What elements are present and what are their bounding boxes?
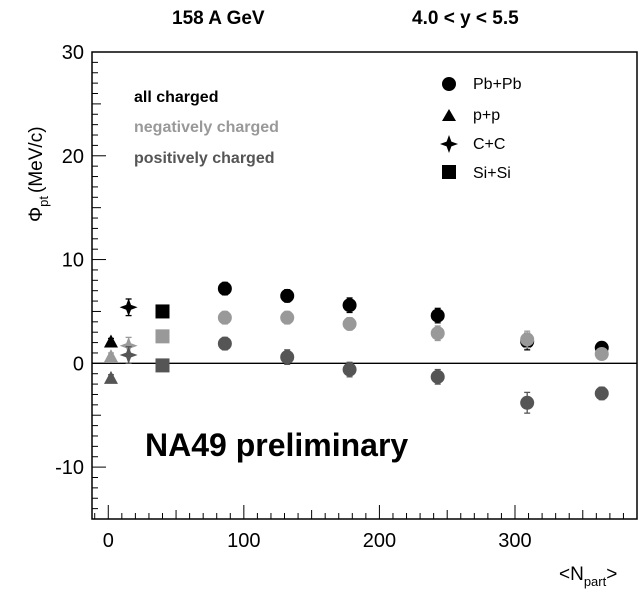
y-tick-label: 0 (73, 353, 84, 375)
point-pbpb-positive (280, 350, 295, 365)
x-axis-sub: part (584, 574, 607, 589)
legend-label-cc: C+C (473, 136, 505, 153)
point-pbpb-all (430, 308, 445, 323)
y-tick-label: 10 (62, 250, 84, 272)
y-axis-sub: pt (36, 196, 51, 207)
x-axis-title: <Npart> (559, 564, 617, 589)
legend-triangle-icon (442, 109, 456, 121)
point-sisi-all (155, 304, 170, 319)
point-pp-all (103, 334, 118, 348)
energy-label: 158 A GeV (172, 8, 265, 29)
note-all-charged: all charged (134, 89, 218, 106)
point-pp-negative (103, 349, 118, 363)
point-pbpb-negative (280, 310, 295, 325)
y-tick-label: 30 (62, 42, 84, 64)
y-axis-unit: (MeV/c) (26, 126, 47, 193)
preliminary-label: NA49 preliminary (145, 427, 408, 463)
legend-star-icon (440, 135, 458, 153)
y-tick-label: 20 (62, 146, 84, 168)
point-pbpb-negative (520, 332, 535, 347)
point-pbpb-all (280, 288, 295, 303)
point-cc-positive (119, 346, 138, 364)
legend-label-pbpb: Pb+Pb (473, 76, 522, 93)
y-tick-label: -10 (55, 457, 84, 479)
point-pbpb-negative (430, 326, 445, 341)
x-axis-label: <N (559, 564, 584, 585)
point-pbpb-positive (217, 336, 232, 351)
point-pbpb-positive (520, 395, 535, 410)
y-axis-symbol: Φ (26, 207, 47, 222)
rapidity-label: 4.0 < y < 5.5 (412, 8, 519, 29)
x-tick-label: 200 (363, 530, 396, 552)
x-tick-label: 300 (498, 530, 531, 552)
point-pbpb-negative (342, 316, 357, 331)
point-pbpb-negative (217, 310, 232, 325)
point-pbpb-positive (594, 386, 609, 401)
point-sisi-positive (155, 358, 170, 373)
point-pp-positive (103, 370, 118, 384)
note-positively-charged: positively charged (134, 150, 275, 167)
x-tick-label: 0 (103, 530, 114, 552)
point-sisi-negative (155, 329, 170, 344)
plot-frame (91, 51, 638, 520)
point-pbpb-positive (430, 369, 445, 384)
legend-circle-icon (442, 77, 456, 91)
x-tick-label: 100 (227, 530, 260, 552)
note-negatively-charged: negatively charged (134, 119, 279, 136)
point-pbpb-negative (594, 346, 609, 361)
data-points (103, 281, 609, 414)
x-axis-end: > (606, 564, 617, 585)
point-cc-negative (119, 336, 138, 355)
legend-square-icon (442, 165, 456, 179)
legend-label-sisi: Si+Si (473, 165, 511, 182)
point-pbpb-positive (342, 362, 357, 377)
point-cc-all (119, 298, 138, 317)
point-pbpb-all (342, 298, 357, 313)
y-axis-title: Φpt (MeV/c) (26, 126, 51, 222)
point-pbpb-all (217, 281, 232, 296)
legend: Pb+Pb p+p C+C Si+Si (440, 76, 522, 182)
axis-ticks (92, 51, 624, 520)
legend-label-pp: p+p (473, 107, 500, 124)
